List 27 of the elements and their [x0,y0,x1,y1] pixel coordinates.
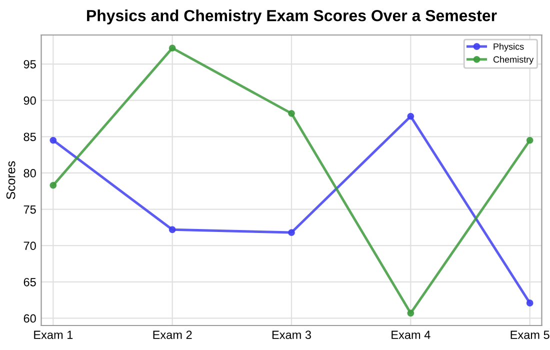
point [526,136,534,144]
point [288,110,295,117]
point [526,300,534,306]
y-tick-label: 70 [24,242,36,250]
legend-label: Physics [494,43,524,52]
y-tick-label: 75 [24,205,36,214]
point [407,310,414,317]
x-tick-label: Exam 1 [34,330,73,340]
chart-title: Physics and Chemistry Exam Scores Over a Semester [87,10,497,24]
y-tick-label: 60 [24,314,36,323]
point [50,182,57,189]
y-axis-title: Scores [6,161,16,200]
point [168,226,176,234]
x-tick-label: Exam 5 [510,330,550,340]
point [407,112,414,120]
y-tick-label: 65 [24,278,36,286]
x-tick-label: Exam 3 [272,330,311,340]
legend-label: Chemistry [493,56,534,64]
point [168,44,176,52]
x-tick-label: Exam 2 [153,330,192,340]
x-tick-label: Exam 4 [392,330,430,340]
y-tick-label: 95 [24,60,36,68]
y-tick-label: 85 [24,132,36,142]
y-tick-label: 90 [24,96,36,105]
y-tick-label: 80 [24,169,36,178]
point [288,229,295,236]
point [50,136,57,144]
